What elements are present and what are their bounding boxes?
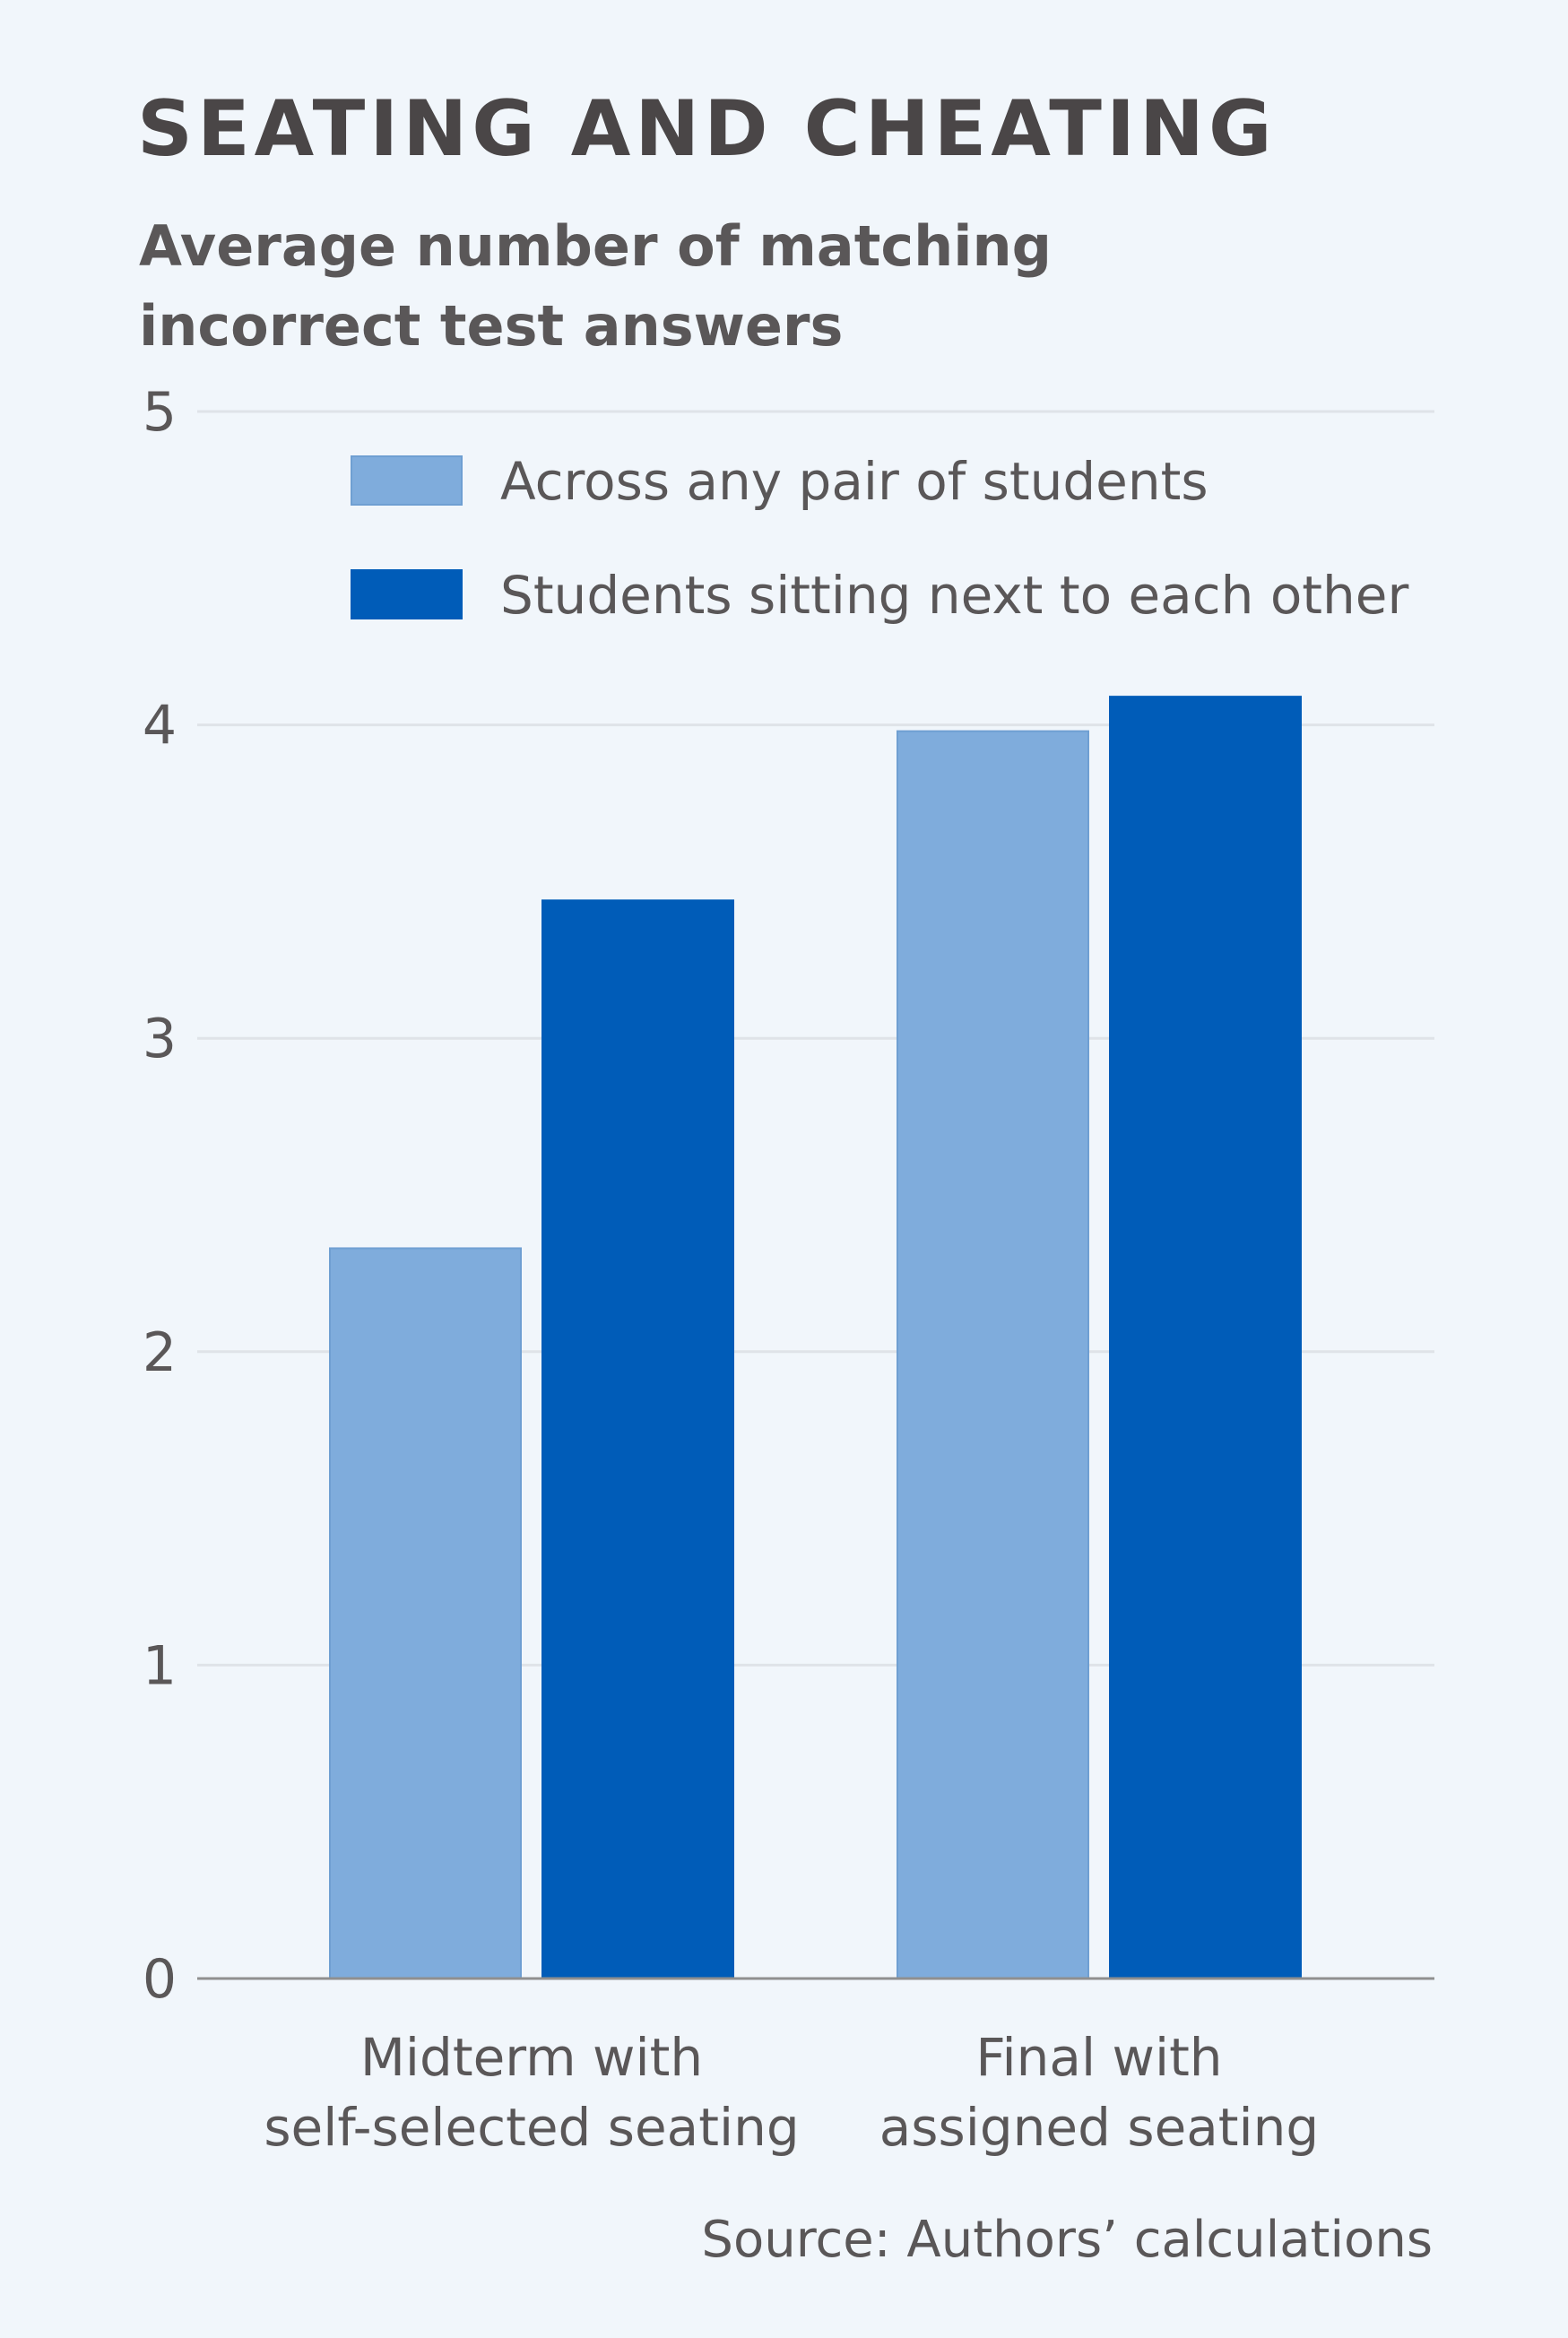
y-tick-label-4: 4 — [143, 695, 177, 758]
legend-label-1: Across any pair of students — [500, 451, 1208, 512]
y-tick-label-0: 0 — [143, 1948, 177, 2011]
legend: Across any pair of students Students sitt… — [351, 451, 1408, 626]
chart-subtitle-line-1: Average number of matching — [139, 213, 1052, 279]
bar-1-series-1 — [329, 1247, 522, 1979]
bar-2-series-2 — [1109, 696, 1302, 1979]
bars — [329, 696, 1302, 1979]
source-note: Source: Authors’ calculations — [701, 2211, 1433, 2269]
y-tick-label-2: 2 — [143, 1321, 177, 1384]
legend-swatch-2 — [351, 569, 463, 619]
x-label-1-line-1: Midterm with — [360, 2027, 703, 2088]
legend-swatch-1 — [351, 455, 463, 506]
y-tick-label-1: 1 — [143, 1634, 177, 1697]
chart-title: SEATING AND CHEATING — [137, 84, 1277, 174]
legend-label-2: Students sitting next to each other — [500, 565, 1408, 626]
chart-subtitle-line-2: incorrect test answers — [139, 293, 843, 359]
x-label-2-line-2: assigned seating — [879, 2097, 1319, 2158]
x-axis-category-labels: Midterm with self-selected seating Final w… — [264, 2027, 1319, 2158]
bar-1-series-2 — [541, 899, 734, 1979]
x-label-2-line-1: Final with — [975, 2027, 1222, 2088]
y-tick-label-3: 3 — [143, 1008, 177, 1070]
y-axis-tick-labels: 0 1 2 3 4 5 — [143, 381, 177, 2011]
x-label-1-line-2: self-selected seating — [264, 2097, 799, 2158]
y-tick-label-5: 5 — [143, 381, 177, 444]
bar-2-series-1 — [897, 730, 1089, 1979]
